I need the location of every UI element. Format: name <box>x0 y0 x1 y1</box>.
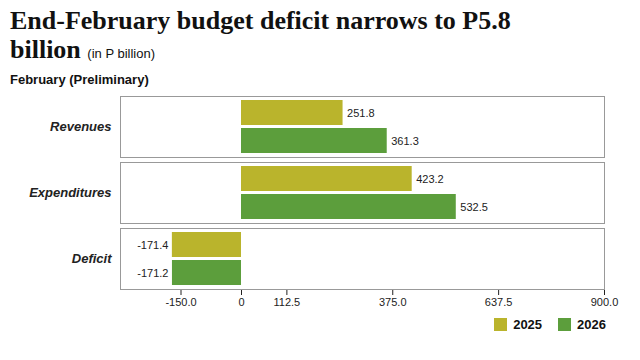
svg-text:-150.0: -150.0 <box>165 296 196 308</box>
svg-text:375.0: 375.0 <box>379 296 407 308</box>
svg-text:532.5: 532.5 <box>460 201 488 213</box>
html-text:2025: 2025 <box>513 317 543 332</box>
svg-text:900.0: 900.0 <box>591 296 619 308</box>
svg-text:-171.4: -171.4 <box>137 239 168 251</box>
html-text:End-February budget deficit na: End-February budget deficit narrows to P… <box>10 6 511 64</box>
svg-text:Deficit: Deficit <box>72 251 112 266</box>
svg-text:-171.2: -171.2 <box>137 267 168 279</box>
svg-text:0: 0 <box>238 296 244 308</box>
svg-text:361.3: 361.3 <box>391 135 419 147</box>
svg-text:423.2: 423.2 <box>416 173 444 185</box>
html-text:2026: 2026 <box>577 317 606 332</box>
svg-text:251.8: 251.8 <box>347 107 375 119</box>
svg-text:Expenditures: Expenditures <box>29 185 111 200</box>
svg-text:Revenues: Revenues <box>50 119 111 134</box>
html-text:February (Preliminary): February (Preliminary) <box>10 72 149 87</box>
svg-text:637.5: 637.5 <box>485 296 513 308</box>
svg-text:112.5: 112.5 <box>274 296 301 308</box>
